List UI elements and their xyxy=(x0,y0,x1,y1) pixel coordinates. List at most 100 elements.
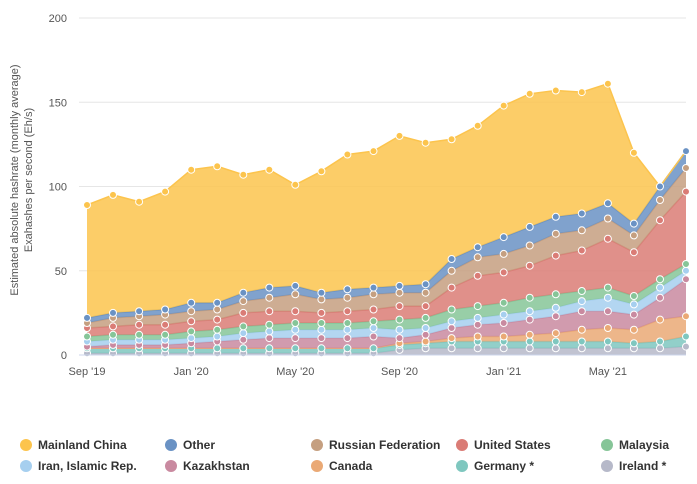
point-germany[interactable] xyxy=(629,339,638,348)
point-russian-federation[interactable] xyxy=(551,229,560,238)
point-russian-federation[interactable] xyxy=(317,295,326,304)
point-iran-islamic-rep[interactable] xyxy=(525,307,534,316)
point-canada[interactable] xyxy=(551,329,560,338)
point-kazakhstan[interactable] xyxy=(447,324,456,332)
point-united-states[interactable] xyxy=(629,248,638,257)
legend-item-united-states[interactable]: United States xyxy=(456,438,601,452)
point-canada[interactable] xyxy=(682,312,690,321)
point-russian-federation[interactable] xyxy=(525,241,534,250)
point-ireland[interactable] xyxy=(656,344,664,353)
point-germany[interactable] xyxy=(343,344,352,353)
point-russian-federation[interactable] xyxy=(473,253,482,262)
point-other[interactable] xyxy=(656,182,664,191)
point-germany[interactable] xyxy=(239,344,248,353)
point-malaysia[interactable] xyxy=(629,292,638,300)
point-ireland[interactable] xyxy=(577,344,586,353)
point-canada[interactable] xyxy=(629,325,638,334)
point-other[interactable] xyxy=(447,255,456,263)
point-canada[interactable] xyxy=(656,315,664,324)
legend-item-canada[interactable]: Canada xyxy=(311,459,456,473)
point-russian-federation[interactable] xyxy=(239,297,248,306)
point-russian-federation[interactable] xyxy=(447,266,456,275)
point-united-states[interactable] xyxy=(343,307,352,316)
point-mainland-china[interactable] xyxy=(577,88,586,97)
point-other[interactable] xyxy=(603,199,612,208)
point-malaysia[interactable] xyxy=(447,305,456,314)
point-malaysia[interactable] xyxy=(135,330,144,339)
point-malaysia[interactable] xyxy=(83,332,91,341)
point-iran-islamic-rep[interactable] xyxy=(369,324,378,332)
point-mainland-china[interactable] xyxy=(83,201,91,209)
point-other[interactable] xyxy=(239,288,248,297)
point-united-states[interactable] xyxy=(213,315,222,324)
point-other[interactable] xyxy=(473,243,482,252)
point-malaysia[interactable] xyxy=(682,260,690,268)
point-mainland-china[interactable] xyxy=(265,165,274,174)
point-iran-islamic-rep[interactable] xyxy=(187,334,196,343)
point-russian-federation[interactable] xyxy=(629,231,638,240)
point-united-states[interactable] xyxy=(109,322,117,331)
point-mainland-china[interactable] xyxy=(135,197,144,206)
point-malaysia[interactable] xyxy=(265,320,274,329)
point-iran-islamic-rep[interactable] xyxy=(447,317,456,326)
point-united-states[interactable] xyxy=(369,305,378,314)
point-kazakhstan[interactable] xyxy=(421,330,430,339)
point-other[interactable] xyxy=(395,281,404,290)
point-russian-federation[interactable] xyxy=(343,293,352,302)
point-mainland-china[interactable] xyxy=(395,131,404,140)
point-canada[interactable] xyxy=(577,325,586,334)
point-canada[interactable] xyxy=(421,337,430,346)
point-other[interactable] xyxy=(682,147,690,156)
point-iran-islamic-rep[interactable] xyxy=(629,300,638,309)
point-other[interactable] xyxy=(291,281,300,290)
point-kazakhstan[interactable] xyxy=(265,334,274,343)
point-united-states[interactable] xyxy=(161,320,170,329)
point-other[interactable] xyxy=(577,209,586,218)
point-germany[interactable] xyxy=(369,344,378,353)
point-canada[interactable] xyxy=(499,332,508,341)
point-malaysia[interactable] xyxy=(577,287,586,295)
legend-item-malaysia[interactable]: Malaysia xyxy=(601,438,697,452)
point-iran-islamic-rep[interactable] xyxy=(291,325,300,334)
point-other[interactable] xyxy=(187,298,196,307)
point-mainland-china[interactable] xyxy=(161,187,170,196)
point-russian-federation[interactable] xyxy=(603,214,612,223)
point-united-states[interactable] xyxy=(682,187,690,196)
point-other[interactable] xyxy=(317,288,326,297)
point-germany[interactable] xyxy=(213,344,222,353)
point-russian-federation[interactable] xyxy=(369,290,378,299)
point-malaysia[interactable] xyxy=(525,293,534,302)
point-russian-federation[interactable] xyxy=(187,307,196,316)
point-malaysia[interactable] xyxy=(239,322,248,331)
legend-item-germany[interactable]: Germany * xyxy=(456,459,601,473)
point-kazakhstan[interactable] xyxy=(525,315,534,324)
point-united-states[interactable] xyxy=(187,317,196,326)
point-iran-islamic-rep[interactable] xyxy=(577,297,586,306)
point-mainland-china[interactable] xyxy=(525,89,534,98)
point-kazakhstan[interactable] xyxy=(603,307,612,316)
point-iran-islamic-rep[interactable] xyxy=(603,293,612,302)
point-russian-federation[interactable] xyxy=(395,288,404,297)
point-mainland-china[interactable] xyxy=(213,162,222,171)
point-kazakhstan[interactable] xyxy=(291,334,300,343)
point-united-states[interactable] xyxy=(135,320,144,329)
point-iran-islamic-rep[interactable] xyxy=(473,313,482,322)
point-malaysia[interactable] xyxy=(473,302,482,311)
point-other[interactable] xyxy=(161,305,170,314)
point-united-states[interactable] xyxy=(551,251,560,260)
point-kazakhstan[interactable] xyxy=(629,310,638,319)
point-united-states[interactable] xyxy=(317,308,326,317)
point-mainland-china[interactable] xyxy=(187,165,196,174)
point-germany[interactable] xyxy=(551,337,560,346)
point-united-states[interactable] xyxy=(395,302,404,311)
point-canada[interactable] xyxy=(603,324,612,332)
point-kazakhstan[interactable] xyxy=(682,275,690,284)
point-malaysia[interactable] xyxy=(421,313,430,322)
point-germany[interactable] xyxy=(577,337,586,346)
point-russian-federation[interactable] xyxy=(291,290,300,299)
point-ireland[interactable] xyxy=(447,344,456,353)
point-kazakhstan[interactable] xyxy=(395,334,404,343)
point-mainland-china[interactable] xyxy=(551,86,560,95)
point-other[interactable] xyxy=(499,233,508,242)
point-mainland-china[interactable] xyxy=(499,101,508,110)
